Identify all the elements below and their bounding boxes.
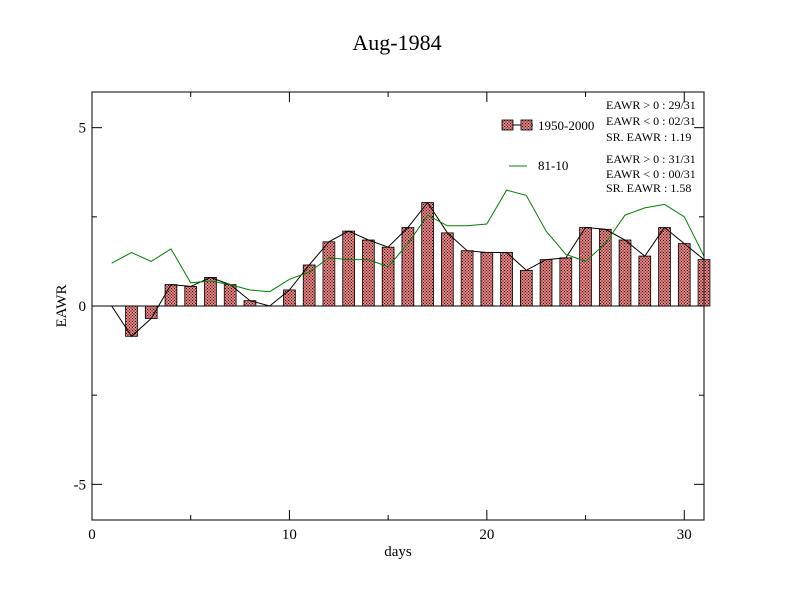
bar-day-13 — [342, 230, 355, 307]
bar-day-11 — [302, 264, 316, 307]
bar-day-4 — [164, 284, 178, 307]
series-81-10-line — [111, 189, 705, 293]
y-tick-label-0: 0 — [79, 299, 87, 315]
bar-day-23 — [539, 259, 553, 307]
legend-1950-2000-label: 1950-2000 — [538, 118, 594, 133]
legend-81-10-label: 81-10 — [538, 158, 568, 173]
bar-day-22 — [520, 269, 533, 307]
y-tick-label--5: -5 — [74, 477, 87, 493]
bar-day-14 — [362, 239, 375, 307]
bar-day-2 — [125, 305, 138, 337]
stats-81-10-line-3: SR. EAWR : 1.58 — [606, 181, 691, 195]
stats-1950-2000-line-3: SR. EAWR : 1.19 — [606, 130, 691, 144]
stats-1950-2000-line-2: EAWR < 0 : 02/31 — [606, 114, 696, 128]
bar-day-28 — [638, 255, 652, 307]
legend-1950-2000-swatch-left — [501, 119, 514, 131]
bar-day-18 — [441, 232, 454, 307]
bar-day-25 — [579, 227, 592, 307]
stats-81-10: EAWR > 0 : 31/31 EAWR < 0 : 00/31 SR. EA… — [606, 152, 696, 195]
bar-day-10 — [283, 289, 296, 307]
bar-day-26 — [598, 228, 612, 307]
stats-1950-2000: EAWR > 0 : 29/31 EAWR < 0 : 02/31 SR. EA… — [606, 98, 696, 144]
legend: 1950-2000 81-10 — [501, 118, 594, 173]
bar-day-21 — [500, 252, 513, 307]
bar-day-30 — [677, 243, 691, 307]
bar-day-17 — [421, 202, 434, 307]
x-tick-label-10: 10 — [282, 527, 297, 543]
y-tick-label-5: 5 — [79, 121, 87, 137]
bar-day-27 — [618, 239, 632, 307]
bar-day-29 — [658, 227, 671, 307]
stats-81-10-line-1: EAWR > 0 : 31/31 — [606, 152, 696, 166]
bar-day-20 — [480, 252, 494, 307]
bar-day-24 — [559, 257, 573, 307]
bar-day-19 — [460, 250, 474, 307]
series-1950-2000-line — [111, 201, 705, 338]
bar-day-15 — [381, 246, 395, 307]
chart-title: Aug-1984 — [352, 30, 441, 55]
axes: 0 10 20 30 -5 0 5 — [74, 92, 704, 543]
x-axis-label: days — [384, 544, 412, 560]
bar-day-12 — [322, 241, 336, 307]
bar-day-16 — [401, 227, 415, 307]
y-axis-label: EAWR — [54, 285, 70, 328]
plot-area — [92, 189, 711, 338]
bar-day-5 — [184, 285, 198, 307]
stats-1950-2000-line-1: EAWR > 0 : 29/31 — [606, 98, 696, 112]
x-tick-label-30: 30 — [677, 527, 692, 543]
x-tick-label-0: 0 — [88, 527, 96, 543]
stats-81-10-line-2: EAWR < 0 : 00/31 — [606, 167, 696, 181]
x-tick-label-20: 20 — [479, 527, 494, 543]
legend-1950-2000-swatch-right — [520, 119, 533, 131]
